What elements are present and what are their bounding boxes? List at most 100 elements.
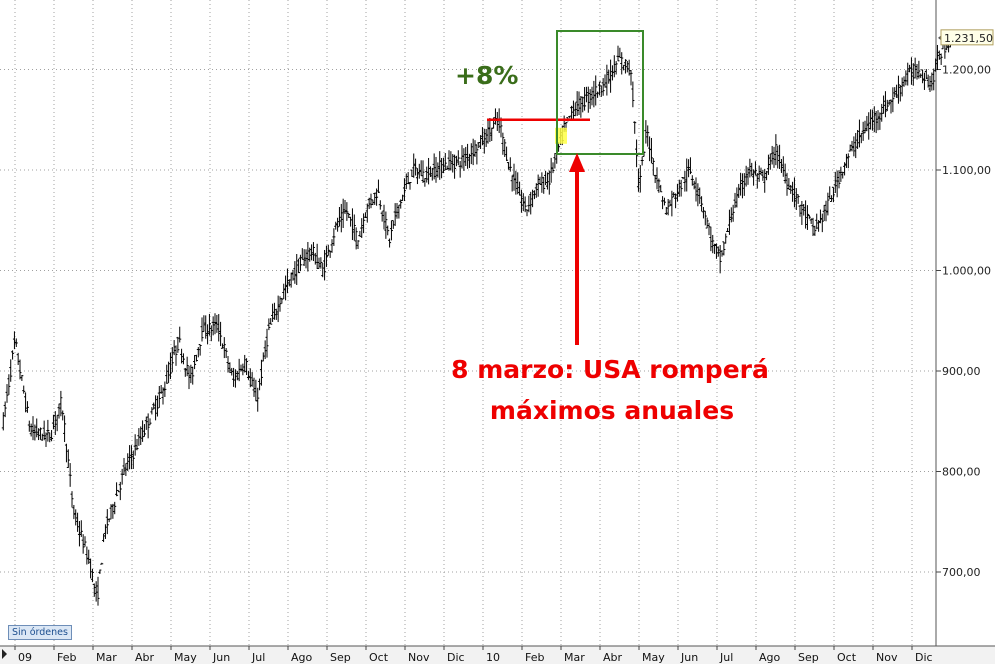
- ohlc-bar: [336, 217, 340, 232]
- ohlc-bar: [651, 158, 655, 176]
- ohlc-bar: [449, 151, 453, 171]
- ohlc-bar: [822, 204, 826, 222]
- ohlc-bar: [703, 210, 707, 226]
- ohlc-bar: [685, 158, 689, 192]
- ohlc-bar: [932, 68, 936, 91]
- ohlc-bar: [540, 172, 544, 193]
- ohlc-bar: [324, 245, 328, 267]
- ohlc-bar: [471, 138, 475, 166]
- ohlc-bar: [118, 481, 122, 501]
- ohlc-bar: [204, 315, 208, 339]
- ohlc-bar: [688, 157, 692, 175]
- ohlc-bar: [837, 170, 841, 189]
- ohlc-bar: [116, 489, 120, 493]
- ohlc-bar: [347, 212, 351, 219]
- ohlc-bar: [854, 132, 858, 159]
- ohlc-bar: [696, 183, 700, 207]
- x-tick-label: 10: [486, 651, 500, 664]
- ohlc-bar: [226, 356, 230, 373]
- ohlc-bar: [536, 174, 540, 197]
- ohlc-bar: [700, 196, 704, 212]
- ohlc-bar: [828, 186, 832, 200]
- ohlc-bar: [874, 111, 878, 134]
- ohlc-bar: [83, 536, 87, 547]
- ohlc-bars: [1, 31, 952, 606]
- ohlc-bar: [259, 359, 263, 386]
- x-axis-band: [0, 646, 995, 664]
- ohlc-bar: [128, 445, 132, 470]
- ohlc-bar: [350, 208, 354, 241]
- ohlc-bar: [722, 241, 726, 256]
- no-orders-label[interactable]: Sin órdenes: [8, 625, 72, 640]
- ohlc-bar: [727, 209, 731, 235]
- ohlc-bar: [122, 457, 126, 475]
- ohlc-bar: [781, 156, 785, 177]
- ohlc-bar: [133, 434, 137, 456]
- ohlc-bar: [744, 165, 748, 187]
- ohlc-bar: [111, 503, 115, 519]
- ohlc-bar: [748, 158, 752, 178]
- ohlc-bar: [343, 200, 347, 215]
- ohlc-bar: [746, 167, 750, 185]
- ohlc-bar: [289, 272, 293, 288]
- ohlc-bar: [456, 150, 460, 166]
- ohlc-bar: [454, 155, 458, 167]
- ohlc-bar: [217, 314, 221, 342]
- ohlc-bar: [165, 364, 169, 384]
- ohlc-bar: [698, 187, 702, 204]
- x-tick-label: 09: [18, 651, 32, 664]
- ohlc-bar: [919, 73, 923, 78]
- ohlc-bar: [692, 180, 696, 190]
- ohlc-bar: [7, 374, 11, 395]
- ohlc-bar: [666, 198, 670, 216]
- ohlc-bar: [475, 144, 479, 165]
- ohlc-bar: [579, 96, 583, 118]
- ohlc-bar: [319, 257, 323, 269]
- ohlc-bar: [367, 197, 371, 210]
- ohlc-bar: [893, 87, 897, 98]
- ohlc-bar: [612, 55, 616, 78]
- x-tick-label: Ago: [291, 651, 313, 664]
- ohlc-bar: [922, 72, 926, 90]
- last-price-label: 1.231,50: [944, 32, 993, 45]
- ohlc-bar: [358, 230, 362, 237]
- ohlc-bar: [308, 247, 312, 262]
- percent-annotation: +8%: [455, 61, 518, 90]
- ohlc-bar: [921, 69, 925, 84]
- ohlc-bar: [310, 244, 314, 261]
- ohlc-bar: [139, 426, 143, 445]
- ohlc-bar: [222, 337, 226, 359]
- ohlc-bar: [12, 331, 16, 350]
- ohlc-bar: [570, 105, 574, 120]
- ohlc-bar: [66, 449, 70, 468]
- ohlc-bar: [789, 184, 793, 194]
- ohlc-bar: [733, 192, 737, 209]
- ohlc-bar: [813, 225, 817, 236]
- ohlc-bar: [382, 204, 386, 230]
- ohlc-bar: [726, 227, 730, 233]
- ohlc-bar: [50, 430, 54, 442]
- ohlc-bar: [596, 91, 600, 98]
- ohlc-bar: [284, 275, 288, 301]
- ohlc-bar: [14, 338, 18, 348]
- ohlc-bar: [909, 57, 913, 85]
- ohlc-bar: [276, 295, 280, 323]
- ohlc-bar: [848, 144, 852, 152]
- ohlc-bar: [85, 546, 89, 565]
- y-gridlines: [0, 69, 936, 573]
- ohlc-bar: [681, 177, 685, 180]
- ohlc-bar: [653, 174, 657, 184]
- ohlc-bar: [124, 463, 128, 477]
- ohlc-bar: [363, 212, 367, 218]
- ohlc-bar: [451, 154, 455, 173]
- ohlc-bar: [521, 193, 525, 212]
- x-tick-label: Mar: [564, 651, 585, 664]
- ohlc-bar: [44, 432, 48, 447]
- ohlc-bar: [772, 146, 776, 168]
- ohlc-bar: [412, 153, 416, 178]
- ohlc-bar: [280, 297, 284, 304]
- ohlc-bar: [453, 154, 457, 179]
- ohlc-bar: [57, 403, 61, 419]
- ohlc-bar: [679, 179, 683, 197]
- ohlc-bar: [592, 80, 596, 108]
